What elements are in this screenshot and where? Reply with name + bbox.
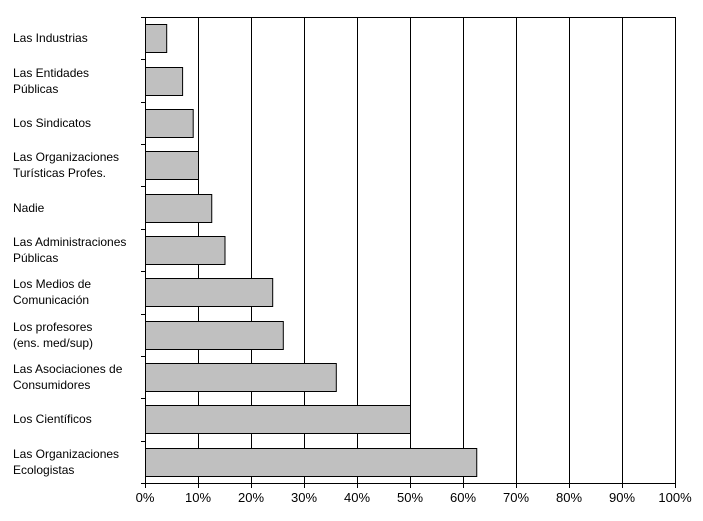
x-tick-label: 60% [449,490,477,505]
category-label: Los Científicos [13,412,92,427]
x-tick-label: 10% [184,490,212,505]
bar [145,236,226,265]
x-tick-label: 40% [343,490,371,505]
bar [145,24,168,53]
x-tick-label: 50% [396,490,424,505]
category-label: Los profesores (ens. med/sup) [13,319,94,350]
bar [145,448,478,477]
bar [145,278,274,307]
bar [145,194,213,223]
x-tick-label: 80% [555,490,583,505]
category-label: Los Sindicatos [13,115,92,130]
category-label: Las Administraciones Públicas [13,235,127,265]
category-label: Las Entidades Públicas [13,65,90,96]
x-tick-label: 0% [135,490,155,505]
category-label: Nadie [13,200,45,215]
category-label: Las Industrias [13,31,88,46]
x-tick-label: 70% [502,490,530,505]
bar [145,67,184,96]
bar [145,151,199,180]
category-label: Las Organizaciones Ecologistas [13,446,120,477]
x-tick-label: 100% [658,490,692,505]
bar [145,405,411,434]
category-label: Las Organizaciones Turísticas Profes. [13,150,120,181]
x-tick-label: 90% [608,490,636,505]
bar [145,109,194,138]
x-tick-label: 20% [237,490,265,505]
category-label: Las Asociaciones de Consumidores [13,362,123,393]
bar [145,363,337,392]
category-label: Los Medios de Comunicación [13,277,92,308]
bar [145,321,284,350]
x-tick-label: 30% [290,490,318,505]
